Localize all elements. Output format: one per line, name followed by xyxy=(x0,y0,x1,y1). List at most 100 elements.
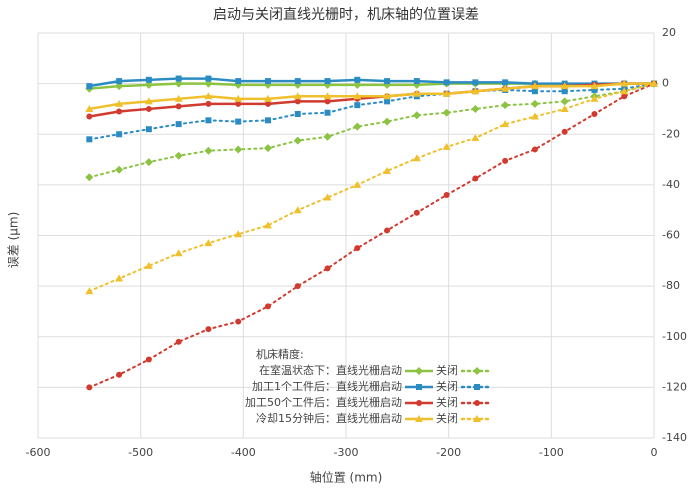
marker xyxy=(501,84,510,92)
marker xyxy=(323,132,332,141)
y-tick-label: 0 xyxy=(662,77,669,90)
marker xyxy=(354,76,361,83)
x-tick-label: -100 xyxy=(539,446,564,459)
marker xyxy=(293,206,302,214)
marker xyxy=(620,79,629,87)
marker xyxy=(416,384,422,390)
marker xyxy=(323,193,332,201)
marker xyxy=(294,111,301,117)
marker xyxy=(471,87,480,95)
y-tick-label: -20 xyxy=(662,127,680,140)
x-tick-label: -200 xyxy=(436,446,461,459)
marker xyxy=(560,97,569,106)
marker xyxy=(175,121,182,128)
marker xyxy=(353,80,362,89)
x-axis-label: 轴位置 (mm) xyxy=(310,470,383,485)
marker xyxy=(415,415,423,422)
marker xyxy=(234,94,243,102)
marker xyxy=(530,99,539,108)
marker xyxy=(264,117,271,124)
marker xyxy=(115,99,124,107)
marker xyxy=(353,180,362,188)
marker xyxy=(204,79,213,88)
marker xyxy=(263,94,272,102)
marker xyxy=(560,82,569,90)
legend-title: 机床精度: xyxy=(256,347,304,361)
marker xyxy=(324,265,331,272)
marker xyxy=(205,100,212,107)
marker xyxy=(115,82,124,91)
marker xyxy=(383,92,392,100)
marker xyxy=(561,88,568,95)
marker xyxy=(591,86,598,93)
marker xyxy=(294,98,301,105)
marker xyxy=(590,94,599,102)
marker xyxy=(174,151,183,160)
marker xyxy=(412,89,421,97)
y-tick-label: -40 xyxy=(662,178,680,191)
marker xyxy=(204,146,213,155)
marker xyxy=(116,78,123,85)
marker xyxy=(531,88,538,95)
marker xyxy=(384,227,391,234)
marker xyxy=(354,245,361,252)
marker xyxy=(145,76,152,83)
marker xyxy=(473,367,481,375)
marker xyxy=(204,92,213,100)
marker xyxy=(474,384,480,390)
marker xyxy=(502,79,509,86)
marker xyxy=(144,97,153,105)
x-tick-label: -600 xyxy=(26,446,51,459)
marker xyxy=(502,157,509,164)
marker xyxy=(412,111,421,120)
marker xyxy=(413,209,420,216)
marker xyxy=(116,131,123,138)
series-line xyxy=(88,82,655,179)
marker xyxy=(443,79,450,86)
marker xyxy=(86,384,93,391)
y-tick-label: -80 xyxy=(662,279,680,292)
marker xyxy=(145,126,152,133)
marker xyxy=(205,326,212,333)
marker xyxy=(263,144,272,153)
marker xyxy=(442,89,451,97)
marker xyxy=(205,75,212,82)
marker xyxy=(443,192,450,198)
legend-label: 加工50个工件后：直线光栅启动 xyxy=(245,395,402,409)
marker xyxy=(264,100,271,107)
legend-label: 加工1个工件后：直线光栅启动 xyxy=(252,379,402,393)
marker xyxy=(473,415,481,422)
marker xyxy=(85,104,94,112)
marker xyxy=(591,111,598,117)
marker xyxy=(145,356,152,363)
marker xyxy=(415,367,423,375)
marker xyxy=(235,78,242,85)
marker xyxy=(175,103,182,110)
y-tick-label: -100 xyxy=(662,330,687,343)
marker xyxy=(264,303,271,310)
marker xyxy=(472,175,479,182)
legend-label: 关闭 xyxy=(436,379,458,393)
marker xyxy=(174,249,183,257)
legend-label: 关闭 xyxy=(436,363,458,377)
series-line xyxy=(88,82,655,389)
marker xyxy=(115,274,124,282)
series-line xyxy=(88,82,655,293)
marker xyxy=(264,78,271,85)
legend-label: 在室温状态下：直线光栅启动 xyxy=(259,363,402,377)
marker xyxy=(174,79,183,88)
marker xyxy=(383,166,392,174)
marker xyxy=(413,78,420,85)
marker xyxy=(86,136,93,143)
marker xyxy=(235,318,242,325)
y-tick-label: -140 xyxy=(662,431,687,444)
marker xyxy=(353,92,362,100)
marker xyxy=(116,108,123,115)
series-line xyxy=(88,82,655,141)
marker xyxy=(561,128,568,135)
marker xyxy=(145,105,152,112)
marker xyxy=(144,261,153,269)
marker xyxy=(471,134,480,142)
marker xyxy=(235,118,242,125)
marker xyxy=(650,79,658,87)
